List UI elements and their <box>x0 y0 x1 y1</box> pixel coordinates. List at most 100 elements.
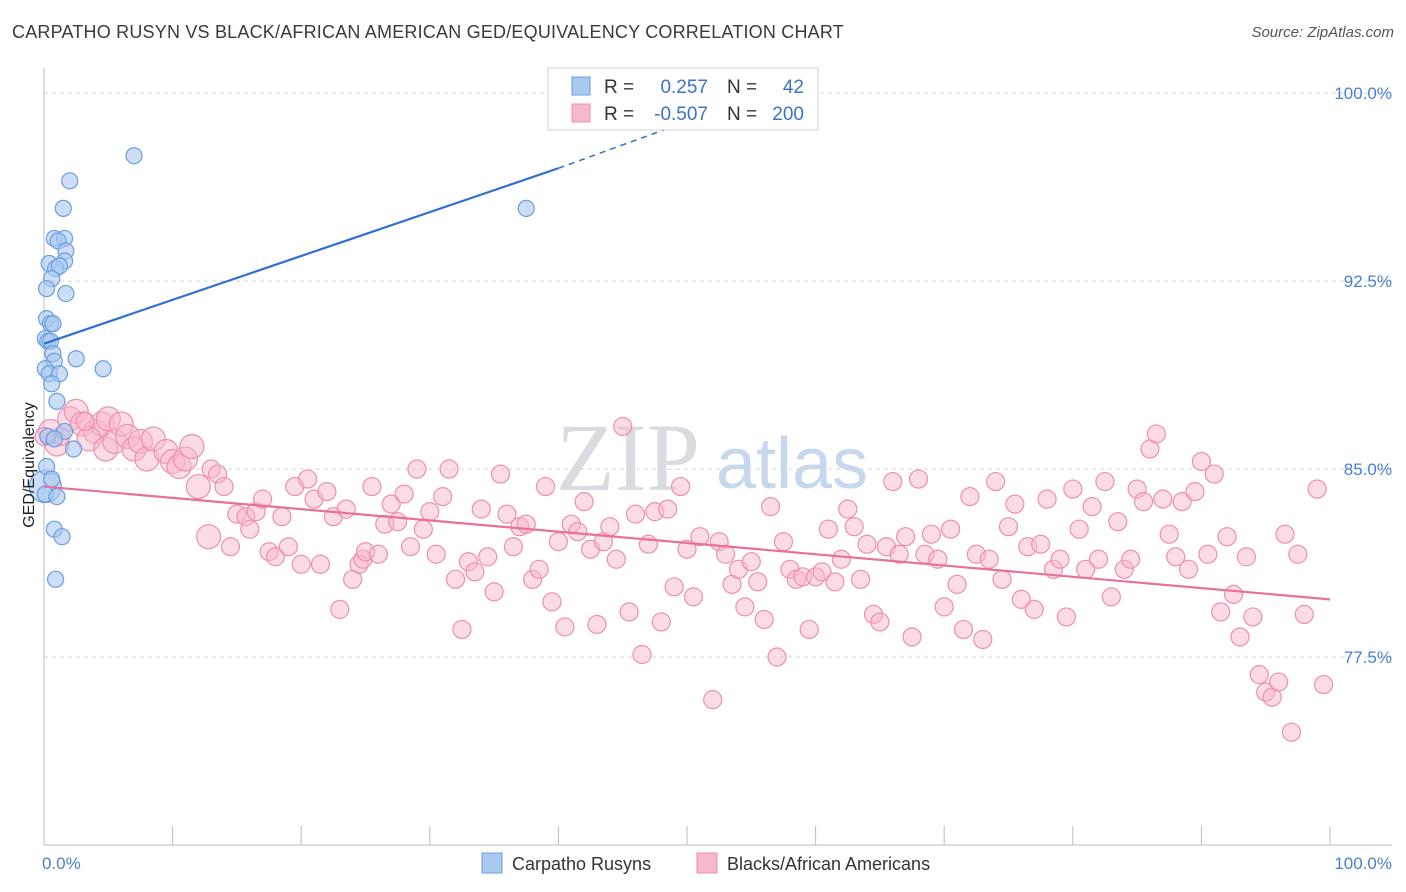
data-point-carpatho-rusyn <box>53 528 71 546</box>
data-point-black-african-american <box>407 459 427 479</box>
watermark: ZIP atlas <box>556 404 868 511</box>
data-point-black-african-american <box>715 544 736 564</box>
data-point-black-african-american <box>683 587 704 607</box>
data-point-black-african-american <box>574 492 594 512</box>
bottom-legend-swatch-blue <box>481 852 503 874</box>
chart-source: Source: ZipAtlas.com <box>1251 24 1394 41</box>
bottom-legend-label-blacks: Blacks/African Americans <box>727 854 930 874</box>
data-point-black-african-american <box>1146 424 1166 444</box>
data-point-black-african-american <box>818 519 839 539</box>
data-point-carpatho-rusyn <box>94 360 112 378</box>
x-tick-label-end: 100.0% <box>1334 854 1392 873</box>
data-point-black-african-american <box>664 577 684 597</box>
data-point-black-african-american <box>773 532 794 552</box>
data-point-black-african-american <box>336 499 356 519</box>
data-point-black-african-american <box>272 507 292 527</box>
data-point-black-african-american <box>1313 674 1334 695</box>
data-point-black-african-american <box>542 592 562 612</box>
data-point-black-african-american <box>471 499 491 519</box>
data-point-black-african-american <box>613 416 633 437</box>
data-point-black-african-american <box>548 532 569 552</box>
data-point-carpatho-rusyn <box>67 350 85 368</box>
data-point-black-african-american <box>1159 524 1179 544</box>
data-point-black-african-american <box>1249 664 1269 685</box>
data-point-black-african-american <box>908 469 929 489</box>
data-point-black-african-american <box>439 459 459 479</box>
data-point-black-african-american <box>1223 584 1244 604</box>
data-point-black-african-american <box>1050 549 1070 569</box>
data-point-black-african-american <box>240 519 260 539</box>
data-point-carpatho-rusyn <box>517 199 535 217</box>
data-point-black-african-american <box>1185 481 1205 502</box>
data-point-black-african-american <box>555 617 575 637</box>
bottom-legend: Carpatho Rusyns Blacks/African Americans <box>481 852 930 874</box>
data-point-black-african-american <box>497 504 517 524</box>
data-point-black-african-american <box>484 582 504 602</box>
data-point-black-african-american <box>388 512 408 532</box>
data-point-black-african-american <box>1236 547 1257 567</box>
data-point-carpatho-rusyn <box>54 199 72 217</box>
data-point-black-african-american <box>185 473 211 500</box>
data-point-black-african-american <box>625 504 646 524</box>
data-point-black-african-american <box>1217 527 1237 547</box>
legend: R = 0.257 N = 42 R = -0.507 N = 200 <box>547 67 819 131</box>
data-point-black-african-american <box>619 602 639 622</box>
data-point-black-african-american <box>670 476 691 497</box>
data-point-black-african-american <box>1011 589 1031 609</box>
data-point-black-african-american <box>179 433 205 460</box>
legend-box <box>547 67 819 131</box>
data-point-black-african-american <box>368 544 388 564</box>
data-point-black-african-american <box>1101 587 1121 607</box>
data-point-black-african-american <box>535 476 556 497</box>
data-point-black-african-american <box>889 544 909 564</box>
data-point-carpatho-rusyn <box>48 392 66 410</box>
y-tick-label: 77.5% <box>1344 648 1392 667</box>
data-point-black-african-american <box>921 524 941 544</box>
data-point-black-african-american <box>799 619 819 640</box>
y-tick-label: 85.0% <box>1344 460 1392 479</box>
data-point-black-african-american <box>896 527 916 547</box>
data-point-black-african-american <box>767 647 787 667</box>
data-point-black-african-american <box>330 599 350 619</box>
data-point-black-african-american <box>947 574 967 594</box>
data-point-black-african-american <box>568 522 588 542</box>
data-point-black-african-american <box>1204 464 1224 484</box>
data-point-black-african-american <box>992 569 1012 589</box>
data-point-black-african-american <box>1108 512 1128 532</box>
data-point-black-african-american <box>934 597 954 617</box>
data-point-black-african-american <box>1005 494 1025 514</box>
data-point-black-african-american <box>362 476 382 497</box>
data-point-black-african-american <box>812 562 832 582</box>
legend-n-value-2: 200 <box>772 104 804 125</box>
series-carpatho-rusyns <box>28 147 535 588</box>
data-point-black-african-american <box>265 547 286 567</box>
data-point-black-african-american <box>844 517 864 537</box>
data-point-carpatho-rusyn <box>64 440 83 458</box>
data-point-black-african-american <box>1288 544 1308 564</box>
trend-line-carpatho-rusyns <box>43 167 559 345</box>
trend-lines <box>43 97 1331 601</box>
data-point-carpatho-rusyn <box>46 570 65 588</box>
data-point-black-african-american <box>465 562 485 582</box>
data-point-black-african-american <box>1281 722 1302 742</box>
data-point-black-african-american <box>857 534 877 554</box>
data-point-black-african-american <box>754 609 774 630</box>
x-tick-label-start: 0.0% <box>42 854 81 873</box>
data-point-black-african-american <box>214 476 234 497</box>
data-point-black-african-american <box>1307 479 1327 499</box>
legend-r-value-2: -0.507 <box>654 104 708 125</box>
data-point-black-african-american <box>883 471 903 492</box>
data-point-black-african-american <box>196 524 222 550</box>
data-point-black-african-american <box>825 572 845 592</box>
data-point-black-african-american <box>1037 489 1057 509</box>
legend-r-label-1: R = <box>604 77 634 98</box>
data-point-black-african-american <box>741 552 761 572</box>
data-point-carpatho-rusyn <box>45 430 63 448</box>
data-point-black-african-american <box>703 690 723 710</box>
chart-title: CARPATHO RUSYN VS BLACK/AFRICAN AMERICAN… <box>12 22 844 42</box>
data-point-black-african-american <box>394 484 414 504</box>
data-point-black-african-american <box>310 554 331 574</box>
data-point-carpatho-rusyn <box>37 279 56 298</box>
data-point-black-african-american <box>1082 497 1102 517</box>
data-point-black-african-american <box>317 481 337 502</box>
